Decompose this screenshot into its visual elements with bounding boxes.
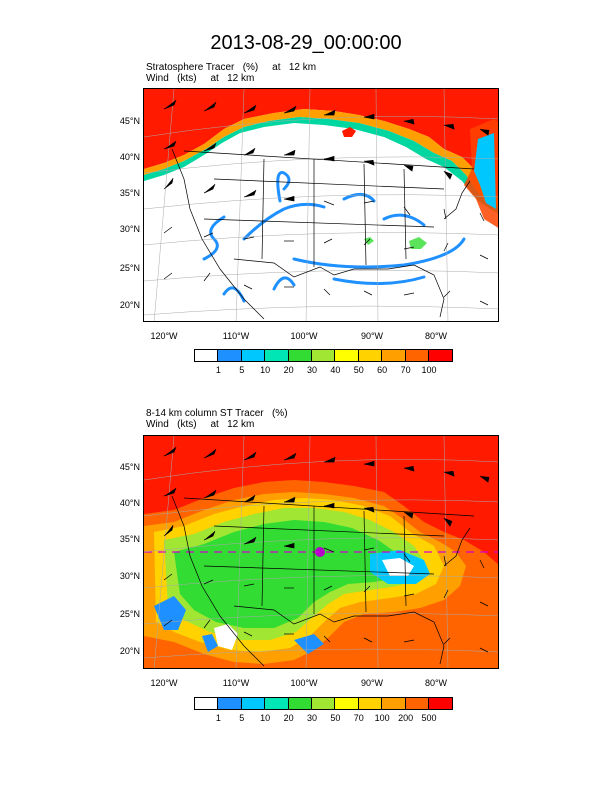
panel2-map bbox=[143, 435, 499, 669]
panel1-colorbar-label: 60 bbox=[377, 365, 388, 375]
panel1-wind-barbs bbox=[163, 99, 490, 306]
panel2-lat-label: 20°N bbox=[119, 646, 140, 656]
panel1-colorbar bbox=[194, 349, 454, 362]
panel2-subtitle: Wind (kts) at 12 km bbox=[146, 419, 255, 430]
panel2-colorbar-swatch bbox=[428, 698, 453, 709]
panel1-lon-label: 80°W bbox=[424, 331, 448, 341]
panel2-lat-label: 25°N bbox=[119, 609, 140, 619]
panel1-colorbar-swatch bbox=[288, 350, 312, 361]
panel1-subtitle: Wind (kts) at 12 km bbox=[146, 73, 255, 84]
panel1-colorbar-swatch bbox=[241, 350, 266, 361]
panel2-colorbar-label: 200 bbox=[398, 713, 414, 723]
panel1-lon-label: 120°W bbox=[150, 331, 178, 341]
panel2-colorbar-label: 100 bbox=[374, 713, 390, 723]
panel2-lon-label: 90°W bbox=[360, 678, 384, 688]
panel1-colorbar-swatch bbox=[218, 350, 242, 361]
panel2-colorbar-swatch bbox=[358, 698, 383, 709]
panel2-wind-barbs bbox=[163, 446, 490, 653]
panel2-lon-label: 110°W bbox=[222, 678, 250, 688]
panel1-colorbar-label: 20 bbox=[283, 365, 294, 375]
panel1-colorbar-label: 70 bbox=[400, 365, 411, 375]
panel2-colorbar-swatch bbox=[218, 698, 242, 709]
panel1-lat-label: 20°N bbox=[119, 300, 140, 310]
panel1-colorbar-label: 10 bbox=[260, 365, 271, 375]
panel2-colorbar-label: 20 bbox=[283, 713, 294, 723]
panel2-colorbar-label: 500 bbox=[421, 713, 437, 723]
panel2-colorbar-swatch bbox=[335, 698, 359, 709]
page-title: 2013-08-29_00:00:00 bbox=[210, 32, 402, 54]
panel1-colorbar-swatch bbox=[358, 350, 383, 361]
panel1-lat-label: 40°N bbox=[119, 152, 140, 162]
panel2-colorbar-swatch bbox=[265, 698, 289, 709]
panel2-colorbar-label: 50 bbox=[330, 713, 341, 723]
panel2-colorbar-label: 30 bbox=[306, 713, 317, 723]
panel1-colorbar-swatch bbox=[428, 350, 453, 361]
panel1-colorbar-swatch bbox=[382, 350, 406, 361]
panel2-colorbar-swatch bbox=[382, 698, 406, 709]
panel1-lon-label: 90°W bbox=[360, 331, 384, 341]
panel1-colorbar-swatch bbox=[335, 350, 359, 361]
panel1-lat-label: 35°N bbox=[119, 188, 140, 198]
panel1-colorbar-label: 40 bbox=[330, 365, 341, 375]
panel2-colorbar bbox=[194, 697, 454, 710]
panel2-colorbar-label: 10 bbox=[260, 713, 271, 723]
panel1-lon-label: 110°W bbox=[222, 331, 250, 341]
panel2-lon-label: 80°W bbox=[424, 678, 448, 688]
panel2-colorbar-label: 70 bbox=[353, 713, 364, 723]
panel1-lon-label: 100°W bbox=[290, 331, 318, 341]
panel2-colorbar-swatch bbox=[195, 698, 219, 709]
panel1-colorbar-swatch bbox=[265, 350, 289, 361]
panel2-colorbar-swatch bbox=[405, 698, 429, 709]
panel2-colorbar-swatch bbox=[288, 698, 312, 709]
panel1-colorbar-swatch bbox=[405, 350, 429, 361]
panel2-colorbar-label: 5 bbox=[239, 713, 245, 723]
panel2-lat-label: 30°N bbox=[119, 571, 140, 581]
panel1-lat-label: 45°N bbox=[119, 116, 140, 126]
panel2-lat-label: 45°N bbox=[119, 462, 140, 472]
panel1-colorbar-label: 50 bbox=[353, 365, 364, 375]
panel1-colorbar-swatch bbox=[195, 350, 219, 361]
panel1-colorbar-label: 1 bbox=[215, 365, 221, 375]
panel1-lat-label: 25°N bbox=[119, 263, 140, 273]
panel2-title: 8-14 km column ST Tracer (%) bbox=[146, 408, 288, 419]
panel2-colorbar-label: 1 bbox=[215, 713, 221, 723]
panel1-colorbar-label: 5 bbox=[239, 365, 245, 375]
panel1-colorbar-swatch bbox=[311, 350, 336, 361]
panel1-lat-label: 30°N bbox=[119, 224, 140, 234]
panel1-colorbar-label: 30 bbox=[306, 365, 317, 375]
panel2-colorbar-swatch bbox=[241, 698, 266, 709]
panel1-title: Stratosphere Tracer (%) at 12 km bbox=[146, 62, 317, 73]
panel2-lon-label: 120°W bbox=[150, 678, 178, 688]
panel1-colorbar-label: 100 bbox=[421, 365, 437, 375]
panel2-lon-label: 100°W bbox=[290, 678, 318, 688]
panel2-colorbar-swatch bbox=[311, 698, 336, 709]
panel2-lat-label: 40°N bbox=[119, 498, 140, 508]
panel1-map bbox=[143, 88, 499, 322]
panel2-lat-label: 35°N bbox=[119, 534, 140, 544]
